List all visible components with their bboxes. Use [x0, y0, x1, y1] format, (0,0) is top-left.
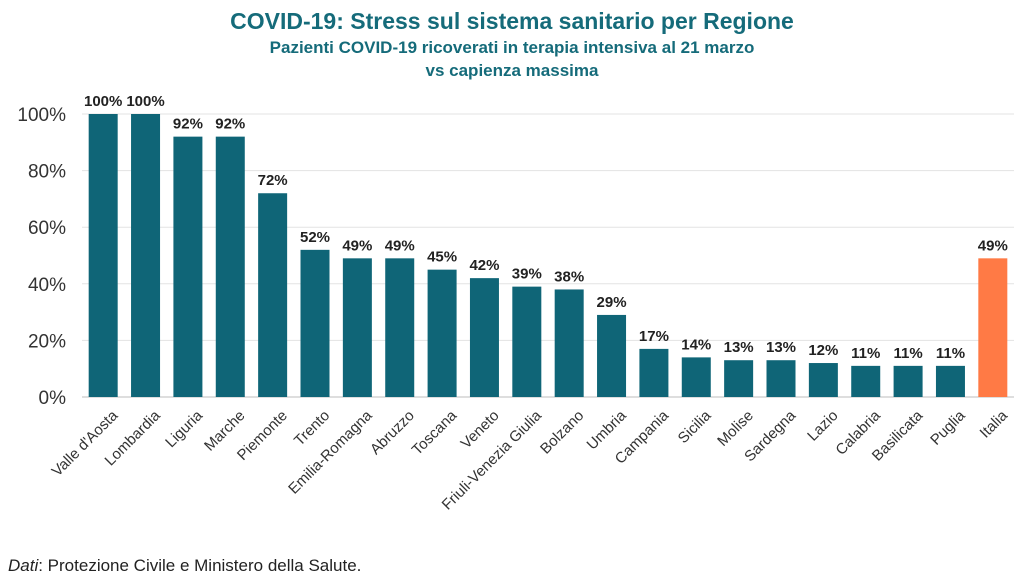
data-label: 13%	[724, 339, 754, 356]
bar	[258, 193, 288, 397]
data-label: 17%	[639, 328, 669, 345]
data-label: 39%	[512, 266, 542, 283]
x-tick-label: Puglia	[927, 407, 969, 449]
data-label: 52%	[300, 229, 330, 246]
data-label: 49%	[342, 237, 372, 254]
bar	[766, 360, 796, 397]
bar	[173, 136, 203, 397]
bar	[893, 365, 923, 397]
data-label: 100%	[84, 93, 122, 110]
bar	[215, 136, 245, 397]
bar	[512, 286, 542, 397]
bar	[342, 258, 372, 397]
bar-chart: 0%20%40%60%80%100%100%Valle d'Aosta100%L…	[17, 93, 1014, 514]
y-tick-label: 100%	[17, 105, 66, 126]
data-label: 72%	[258, 172, 288, 189]
data-label: 100%	[126, 93, 164, 110]
bar	[300, 249, 330, 397]
bar	[851, 365, 881, 397]
bar	[639, 348, 669, 397]
data-label: 29%	[597, 294, 627, 311]
x-tick-label: Valle d'Aosta	[49, 407, 122, 480]
chart-title: COVID-19: Stress sul sistema sanitario p…	[230, 8, 794, 34]
x-tick-label: Italia	[977, 407, 1012, 442]
data-label: 45%	[427, 249, 457, 266]
y-tick-label: 40%	[28, 275, 66, 296]
data-label: 13%	[766, 339, 796, 356]
x-tick-label: Bolzano	[537, 407, 587, 457]
bar	[808, 363, 838, 397]
chart-subtitle-line2: vs capienza massima	[425, 61, 599, 80]
data-label: 42%	[469, 257, 499, 274]
data-label: 14%	[681, 336, 711, 353]
bar	[681, 357, 711, 397]
bar	[88, 114, 118, 397]
y-tick-label: 20%	[28, 331, 66, 352]
data-label: 92%	[173, 116, 203, 133]
data-label: 49%	[385, 237, 415, 254]
bar	[427, 269, 457, 397]
y-tick-label: 60%	[28, 218, 66, 239]
y-tick-label: 80%	[28, 162, 66, 183]
bar	[554, 289, 584, 397]
data-label: 92%	[215, 116, 245, 133]
x-tick-label: Liguria	[162, 407, 206, 451]
bar	[597, 314, 627, 397]
bar	[385, 258, 415, 397]
bar	[131, 114, 161, 397]
data-label: 49%	[978, 237, 1008, 254]
data-label: 11%	[936, 345, 965, 362]
bar	[935, 365, 965, 397]
x-tick-label: Sicilia	[675, 407, 715, 447]
chart-subtitle-line1: Pazienti COVID-19 ricoverati in terapia …	[269, 38, 755, 57]
source-note: Dati: Protezione Civile e Ministero dell…	[8, 556, 361, 576]
data-label: 11%	[893, 345, 922, 362]
bar	[724, 360, 754, 397]
bar	[978, 258, 1008, 397]
y-tick-label: 0%	[39, 388, 67, 409]
x-tick-label: Lazio	[804, 407, 841, 444]
data-label: 38%	[554, 268, 584, 285]
data-label: 12%	[808, 342, 838, 359]
chart-titles: COVID-19: Stress sul sistema sanitario p…	[0, 6, 1024, 82]
x-tick-label: Abruzzo	[367, 407, 418, 458]
x-tick-label: Toscana	[409, 407, 461, 459]
source-label: Dati	[8, 556, 39, 575]
data-label: 11%	[851, 345, 880, 362]
source-text: : Protezione Civile e Ministero della Sa…	[38, 556, 362, 575]
bar	[469, 278, 499, 397]
